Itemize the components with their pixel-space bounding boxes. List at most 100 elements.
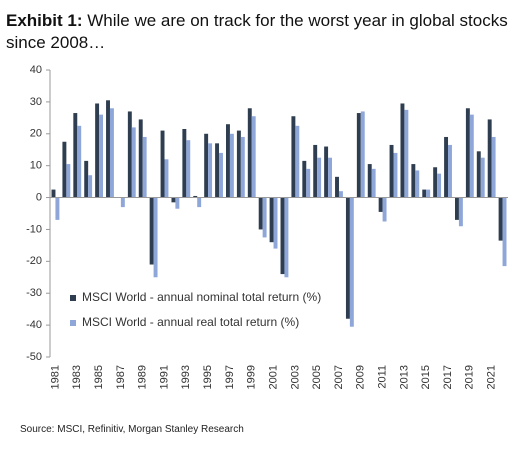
y-tick-label: 30 <box>30 96 42 108</box>
x-tick-label: 2015 <box>420 365 432 389</box>
legend-label: MSCI World - annual nominal total return… <box>82 290 321 304</box>
y-tick-label: 40 <box>30 64 42 76</box>
x-tick-label: 1993 <box>180 365 192 389</box>
bar <box>469 114 474 198</box>
bar <box>131 127 136 198</box>
bar <box>400 103 405 198</box>
bar <box>262 197 267 238</box>
bar <box>411 164 416 198</box>
bar <box>444 136 449 198</box>
bar <box>404 109 409 198</box>
bar <box>240 136 245 198</box>
x-tick-label: 2001 <box>267 365 279 389</box>
bar <box>99 114 103 198</box>
bar <box>215 143 220 198</box>
y-tick-label: -50 <box>26 351 42 363</box>
x-tick-label: 1997 <box>224 365 236 389</box>
bar <box>77 125 82 198</box>
bar <box>236 130 241 198</box>
bar <box>306 168 311 198</box>
bar <box>171 197 176 203</box>
bar <box>393 152 398 198</box>
bar <box>51 189 56 198</box>
bar <box>251 116 256 198</box>
y-tick-label: -20 <box>26 255 42 267</box>
bar <box>273 197 278 249</box>
bar <box>219 152 223 198</box>
x-tick-label: 1983 <box>71 365 83 389</box>
x-tick-label: 1981 <box>49 365 61 389</box>
bar <box>160 130 165 198</box>
x-tick-label: 1987 <box>115 365 127 389</box>
x-tick-label: 2003 <box>289 365 301 389</box>
bar <box>324 146 329 198</box>
bar <box>382 197 387 222</box>
y-tick-label: 10 <box>30 160 42 172</box>
x-tick-label: 2009 <box>355 365 367 389</box>
bar <box>229 133 234 198</box>
bar <box>498 197 503 241</box>
bar <box>284 197 289 278</box>
bar <box>328 157 332 198</box>
y-tick-label: -10 <box>26 223 42 235</box>
legend-label: MSCI World - annual real total return (%… <box>82 315 299 329</box>
bar <box>345 197 350 319</box>
bar <box>120 197 125 208</box>
bar <box>313 144 318 198</box>
x-tick-label: 2017 <box>442 365 454 389</box>
bar <box>164 159 169 198</box>
x-tick-label: 1989 <box>137 365 149 389</box>
bar <box>360 111 365 198</box>
bar <box>349 197 354 327</box>
bar <box>186 140 191 198</box>
bar <box>455 197 459 220</box>
bar <box>502 197 507 267</box>
bar <box>269 197 274 243</box>
bar <box>197 197 202 208</box>
bar <box>55 197 60 220</box>
bar <box>317 157 322 198</box>
legend-swatch <box>70 320 76 326</box>
x-tick-label: 2013 <box>398 365 410 389</box>
bar <box>73 113 78 198</box>
bar <box>247 108 252 198</box>
bar <box>175 197 180 209</box>
bar <box>356 113 361 198</box>
bar <box>149 197 154 265</box>
bar <box>491 136 496 198</box>
bar <box>389 144 394 198</box>
bar <box>465 108 470 198</box>
bar <box>338 191 343 198</box>
bar <box>371 168 376 198</box>
legend-swatch <box>70 295 76 301</box>
bar <box>208 143 213 198</box>
bar <box>476 151 481 198</box>
bar <box>66 164 71 198</box>
bar <box>138 119 143 198</box>
x-tick-label: 1985 <box>93 365 105 389</box>
bar <box>448 144 452 198</box>
bar <box>127 111 132 198</box>
bar <box>182 128 187 198</box>
bar <box>84 160 89 198</box>
y-tick-label: 0 <box>36 191 42 203</box>
bar <box>458 197 463 227</box>
x-tick-label: 1995 <box>202 365 214 389</box>
bar <box>62 141 67 198</box>
bar <box>291 116 296 198</box>
y-tick-label: -30 <box>26 287 42 299</box>
bar <box>295 125 300 198</box>
bar <box>302 160 307 198</box>
bar <box>95 103 100 198</box>
bar <box>153 197 158 278</box>
title-label: Exhibit 1: <box>6 11 83 30</box>
bar <box>280 197 285 275</box>
bar <box>109 108 114 198</box>
bar <box>415 170 420 198</box>
bar <box>335 176 339 198</box>
bar <box>422 189 427 198</box>
bar <box>204 133 209 198</box>
x-tick-label: 2021 <box>486 365 498 389</box>
